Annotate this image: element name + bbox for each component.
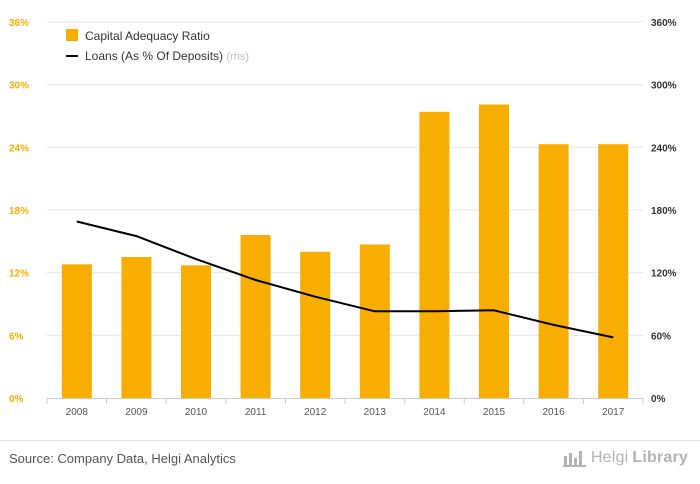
x-tick-label: 2010 [185, 407, 208, 418]
x-tick-label: 2011 [245, 407, 267, 418]
legend-label-line[interactable]: Loans (As % Of Deposits) (rhs) [85, 49, 249, 63]
y-right-tick-label: 180% [651, 206, 677, 217]
legend-rhs-note: (rhs) [226, 51, 249, 63]
y-right-tick-label: 120% [651, 269, 677, 280]
legend-swatch-bar [66, 29, 78, 41]
bar[interactable] [121, 257, 152, 398]
x-tick-label: 2015 [483, 407, 506, 418]
x-tick-label: 2009 [125, 407, 148, 418]
legend: Capital Adequacy Ratio Loans (As % Of Dep… [66, 29, 249, 63]
bar[interactable] [181, 265, 211, 398]
y-left-tick-label: 12% [9, 269, 29, 280]
bar[interactable] [419, 111, 450, 399]
bar[interactable] [300, 251, 331, 398]
y-left-tick-label: 30% [9, 81, 29, 92]
y-left-tick-label: 36% [9, 18, 29, 29]
source-note: Source: Company Data, Helgi Analytics [9, 451, 236, 466]
loans-line[interactable] [76, 220, 614, 339]
y-right-tick-label: 360% [651, 18, 677, 29]
x-tick-label: 2013 [364, 407, 387, 418]
y-left-tick-label: 0% [9, 394, 24, 405]
y-right-tick-label: 240% [651, 143, 677, 154]
bar[interactable] [240, 235, 271, 398]
y-right-tick-label: 60% [651, 331, 671, 342]
bar[interactable] [538, 144, 569, 398]
brand-name-part2: Library [632, 449, 688, 466]
bar[interactable] [479, 104, 509, 398]
y-right-tick-label: 300% [651, 81, 677, 92]
x-tick-label: 2008 [66, 407, 89, 418]
y-right-tick-label: 0% [651, 394, 666, 405]
bar[interactable] [359, 244, 390, 398]
bar-series [61, 104, 629, 399]
y-left-tick-label: 6% [9, 331, 24, 342]
x-tick-label: 2016 [542, 407, 565, 418]
axes: 0% 6% 12% 18% 24% 30% 36% 0% 60% 120% 180% 240% 300%… [9, 18, 677, 418]
line-series [76, 220, 614, 339]
x-tick-label: 2014 [423, 407, 446, 418]
brand-name-part1: Helgi [590, 449, 629, 466]
library-logo-icon [562, 451, 586, 467]
y-left-tick-label: 24% [9, 143, 29, 154]
bar[interactable] [61, 264, 92, 398]
legend-label-bar[interactable]: Capital Adequacy Ratio [85, 29, 210, 43]
x-tick-label: 2012 [304, 407, 327, 418]
footer: Source: Company Data, Helgi Analytics He… [0, 440, 700, 484]
brand-logo[interactable]: Helgi Library [562, 449, 688, 467]
bar[interactable] [598, 144, 629, 398]
x-tick-label: 2017 [602, 407, 625, 418]
y-left-tick-label: 18% [9, 206, 29, 217]
